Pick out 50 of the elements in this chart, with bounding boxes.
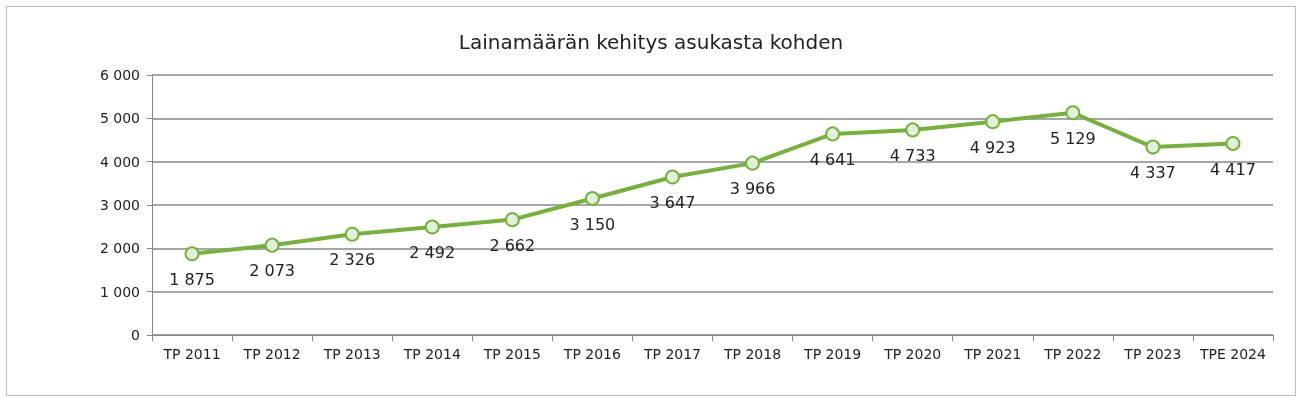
point [584,191,600,206]
x-tick-label: TP 2018 [723,346,782,362]
point [1225,136,1241,152]
data-label: 3 647 [649,192,696,212]
point [825,126,841,142]
x-tick-label: TP 2020 [883,346,942,362]
data-label: 4 337 [1129,163,1176,183]
data-label: 4 923 [969,137,1016,157]
x-tick-label: TP 2017 [642,346,701,362]
x-tick-label: TP 2011 [162,346,221,362]
point [1145,139,1161,155]
x-tick-label: TP 2016 [562,346,622,362]
x-tick-label: TP 2013 [322,346,381,362]
data-label: 3 966 [729,179,776,199]
x-tick-label: TP 2019 [803,346,862,362]
data-label: 4 417 [1210,159,1256,179]
point [344,226,360,242]
x-tick-label: TP 2022 [1043,346,1102,362]
data-label: 2 662 [489,235,536,255]
x-tick-label: TP 2023 [1123,346,1182,362]
data-label: 3 150 [569,214,616,234]
x-tick-label: TP 2015 [482,346,541,362]
y-tick-label: 0 [131,327,140,343]
data-label: 4 733 [889,145,936,165]
x-tick-label: TP 2014 [402,346,461,362]
point [1065,105,1081,121]
chart-title: Lainamäärän kehitys asukasta kohden [458,30,844,54]
y-tick-label: 1 000 [99,283,140,300]
point [504,212,520,228]
point [264,237,280,253]
data-label: 5 129 [1049,128,1096,148]
y-tick-label: 4 000 [99,153,140,170]
data-label: 1 875 [169,269,215,289]
x-tick-label: TPE 2024 [1199,346,1267,362]
y-tick-label: 3 000 [99,197,140,213]
point [745,155,761,171]
data-label: 4 641 [809,149,856,169]
data-label: 2 326 [329,250,376,270]
point [664,169,680,185]
y-tick-label: 5 000 [99,110,140,127]
y-tick-label: 2 000 [99,240,140,257]
data-label: 2 492 [409,243,456,263]
point [424,219,440,235]
point [905,122,921,138]
data-label: 2 073 [249,261,296,281]
point [985,114,1001,130]
point [184,246,200,262]
y-tick-label: 6 000 [99,67,140,83]
x-tick-label: TP 2021 [963,346,1022,362]
x-tick-label: TP 2012 [242,346,301,362]
